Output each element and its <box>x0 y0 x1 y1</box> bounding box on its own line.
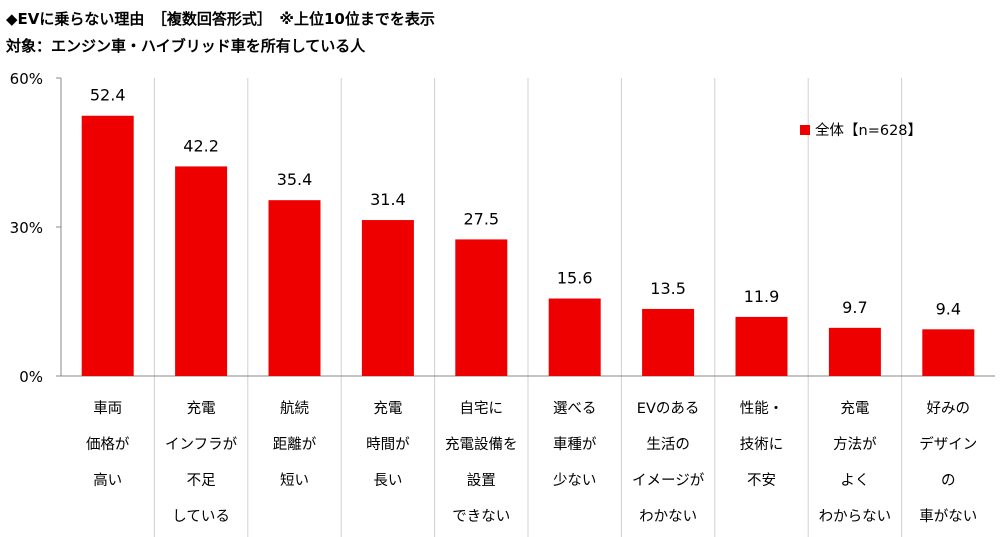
x-category-label: 生活の <box>646 436 690 453</box>
x-category-label: 車種が <box>553 436 597 453</box>
x-category-label: 自宅に <box>460 400 504 417</box>
data-label: 9.4 <box>936 299 961 318</box>
x-category-label: 長い <box>373 473 402 489</box>
bar <box>361 220 414 376</box>
bar <box>735 316 788 376</box>
x-category-label: 不足 <box>187 472 216 489</box>
x-category-label: 不安 <box>747 472 776 489</box>
data-label: 9.7 <box>842 298 867 317</box>
bar <box>268 200 321 376</box>
data-label: 15.6 <box>557 269 593 288</box>
x-category-label: イメージが <box>632 472 705 489</box>
x-category-label: デザイン <box>919 435 977 453</box>
y-tick-label: 30% <box>10 219 43 237</box>
x-category-label: 方法が <box>833 436 877 453</box>
x-category-label: わかない <box>639 508 697 525</box>
data-label: 27.5 <box>463 209 499 228</box>
data-label: 11.9 <box>744 287 780 306</box>
x-category-label: 技術に <box>740 436 784 453</box>
x-category-label: わからない <box>819 508 892 525</box>
bar <box>81 115 134 376</box>
y-tick-label: 0% <box>19 368 43 386</box>
x-category-label: 時間が <box>366 436 410 453</box>
data-label: 42.2 <box>183 136 219 155</box>
x-category-label: 距離が <box>273 435 317 453</box>
bar <box>922 329 975 376</box>
x-category-label: 充電 <box>840 400 869 417</box>
chart-subtitle: 対象：エンジン車・ハイブリッド車を所有している人 <box>6 37 366 55</box>
x-category-label: 設置 <box>467 472 496 489</box>
x-category-label: している <box>172 509 230 525</box>
x-category-label: 充電 <box>373 400 402 417</box>
legend-swatch <box>800 125 810 135</box>
bar <box>828 327 881 376</box>
x-category-label: 車がない <box>919 508 977 525</box>
y-tick-label: 60% <box>10 70 43 88</box>
x-category-label: 車両 <box>93 400 122 417</box>
data-label: 52.4 <box>90 86 126 105</box>
x-category-label: の <box>941 473 956 489</box>
x-category-label: 短い <box>280 472 309 489</box>
data-label: 31.4 <box>370 190 406 209</box>
bar <box>175 166 228 376</box>
chart-title: ◆EVに乗らない理由 ［複数回答形式］ ※上位10位までを表示 <box>6 10 435 28</box>
x-category-label: 価格が <box>86 436 130 453</box>
bar <box>548 298 601 376</box>
x-category-label: 充電 <box>187 400 216 417</box>
x-category-label: よく <box>840 473 869 489</box>
x-category-label: 選べる <box>553 400 597 417</box>
x-category-label: 航続 <box>280 400 309 417</box>
bar <box>455 239 508 376</box>
x-category-label: 性能・ <box>740 400 784 417</box>
x-category-label: インフラが <box>165 436 238 453</box>
x-category-label: 好みの <box>927 400 971 417</box>
x-category-label: できない <box>452 508 510 525</box>
x-category-label: 高い <box>93 472 122 489</box>
x-category-label: 充電設備を <box>445 436 518 453</box>
x-category-label: EVのある <box>637 400 700 417</box>
x-category-label: 少ない <box>553 472 597 489</box>
data-label: 13.5 <box>650 279 686 298</box>
bar <box>642 308 695 376</box>
legend-label: 全体【n=628】 <box>815 121 922 139</box>
data-label: 35.4 <box>277 170 313 189</box>
